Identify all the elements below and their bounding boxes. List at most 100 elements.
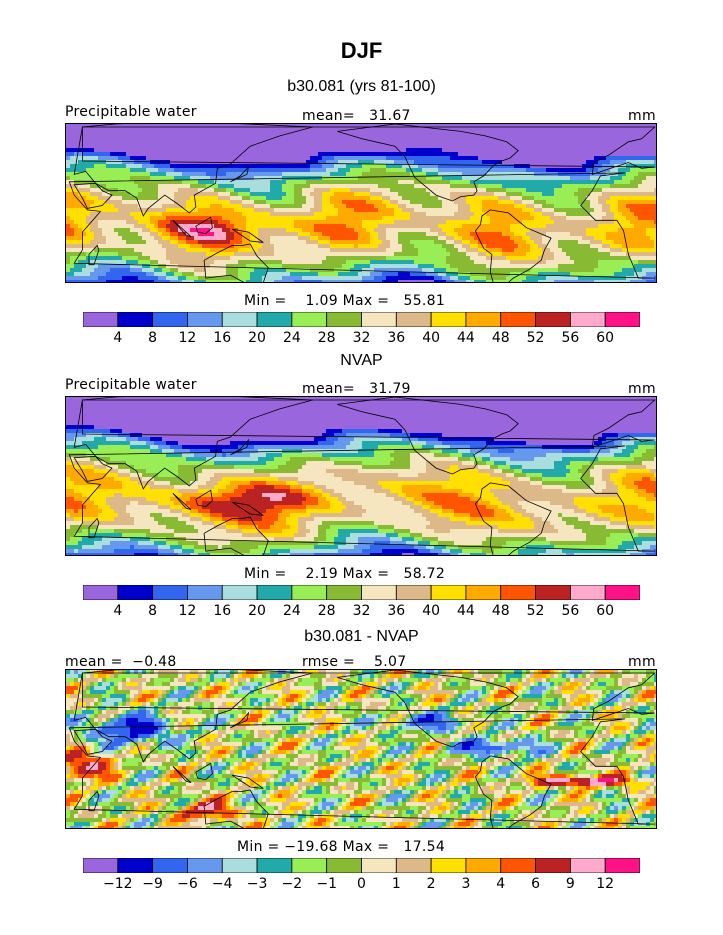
- contour-cell: [478, 465, 491, 470]
- contour-cell: [626, 445, 639, 450]
- contour-cell: [134, 694, 139, 699]
- contour-cell: [170, 718, 175, 723]
- contour-cell: [462, 798, 471, 803]
- contour-cell: [170, 240, 179, 245]
- contour-cell: [462, 722, 467, 727]
- contour-cell: [166, 754, 175, 759]
- contour-cell: [542, 698, 555, 703]
- contour-cell: [610, 770, 615, 775]
- contour-cell: [442, 686, 471, 691]
- contour-cell: [198, 694, 203, 699]
- contour-cell: [546, 754, 551, 759]
- contour-cell: [534, 457, 563, 462]
- contour-cell: [486, 553, 519, 555]
- colorbar-swatch: [256, 585, 293, 600]
- contour-cell: [442, 782, 447, 787]
- contour-cell: [434, 782, 439, 787]
- contour-cell: [542, 694, 547, 699]
- contour-cell: [650, 477, 656, 482]
- contour-cell: [370, 758, 375, 763]
- contour-cell: [66, 156, 71, 161]
- contour-cell: [106, 461, 127, 466]
- contour-cell: [142, 252, 167, 257]
- contour-cell: [510, 802, 515, 807]
- contour-cell: [554, 545, 619, 550]
- contour-cell: [222, 204, 243, 209]
- contour-cell: [66, 493, 83, 498]
- contour-cell: [414, 750, 419, 755]
- contour-cell: [374, 228, 387, 233]
- contour-cell: [598, 505, 639, 510]
- contour-cell: [134, 545, 159, 550]
- contour-cell: [122, 481, 139, 486]
- contour-cell: [642, 726, 647, 731]
- contour-cell: [554, 256, 571, 261]
- contour-cell: [194, 453, 223, 458]
- contour-cell: [398, 473, 419, 478]
- contour-cell: [370, 678, 375, 683]
- contour-cell: [322, 798, 327, 803]
- contour-cell: [442, 702, 447, 707]
- contour-cell: [154, 706, 159, 711]
- contour-cell: [122, 533, 147, 538]
- colorbar-swatch: [465, 312, 502, 327]
- contour-cell: [94, 465, 107, 470]
- contour-cell: [302, 489, 315, 494]
- contour-cell: [206, 782, 211, 787]
- contour-cell: [138, 802, 143, 807]
- contour-cell: [146, 802, 159, 807]
- contour-cell: [194, 236, 227, 241]
- contour-cell: [174, 485, 199, 490]
- contour-cell: [466, 766, 471, 771]
- contour-cell: [390, 433, 411, 438]
- contour-cell: [242, 750, 247, 755]
- contour-cell: [202, 501, 303, 506]
- contour-cell: [170, 686, 175, 691]
- contour-cell: [546, 686, 551, 691]
- contour-cell: [126, 702, 131, 707]
- contour-cell: [290, 738, 303, 743]
- contour-cell: [542, 240, 559, 245]
- contour-cell: [586, 730, 595, 735]
- contour-cell: [566, 714, 571, 719]
- contour-cell: [462, 236, 475, 241]
- contour-cell: [170, 509, 183, 514]
- contour-cell: [166, 770, 171, 775]
- contour-cell: [542, 485, 567, 490]
- contour-cell: [198, 734, 203, 739]
- contour-cell: [278, 670, 287, 675]
- contour-cell: [178, 268, 195, 273]
- contour-cell: [78, 734, 83, 739]
- contour-cell: [458, 738, 463, 743]
- contour-cell: [414, 509, 431, 514]
- contour-cell: [486, 770, 491, 775]
- contour-cell: [334, 730, 339, 735]
- contour-cell: [262, 782, 267, 787]
- contour-cell: [234, 694, 275, 699]
- contour-cell: [78, 694, 83, 699]
- contour-cell: [266, 742, 271, 747]
- contour-cell: [298, 694, 303, 699]
- contour-cell: [186, 248, 211, 253]
- contour-cell: [150, 786, 155, 791]
- contour-cell: [594, 738, 599, 743]
- contour-cell: [218, 694, 223, 699]
- contour-cell: [386, 276, 435, 281]
- contour-cell: [150, 702, 155, 707]
- contour-cell: [594, 694, 599, 699]
- contour-cell: [318, 541, 335, 546]
- contour-cell: [442, 549, 451, 554]
- contour-cell: [406, 730, 423, 735]
- contour-cell: [322, 758, 327, 763]
- contour-cell: [74, 180, 95, 185]
- contour-cell: [398, 742, 407, 747]
- contour-cell: [430, 750, 435, 755]
- contour-cell: [242, 794, 247, 799]
- contour-cell: [510, 718, 515, 723]
- contour-cell: [502, 160, 587, 165]
- contour-cell: [430, 778, 439, 783]
- contour-cell: [274, 505, 307, 510]
- contour-cell: [306, 461, 335, 466]
- contour-cell: [118, 750, 123, 755]
- contour-cell: [526, 750, 531, 755]
